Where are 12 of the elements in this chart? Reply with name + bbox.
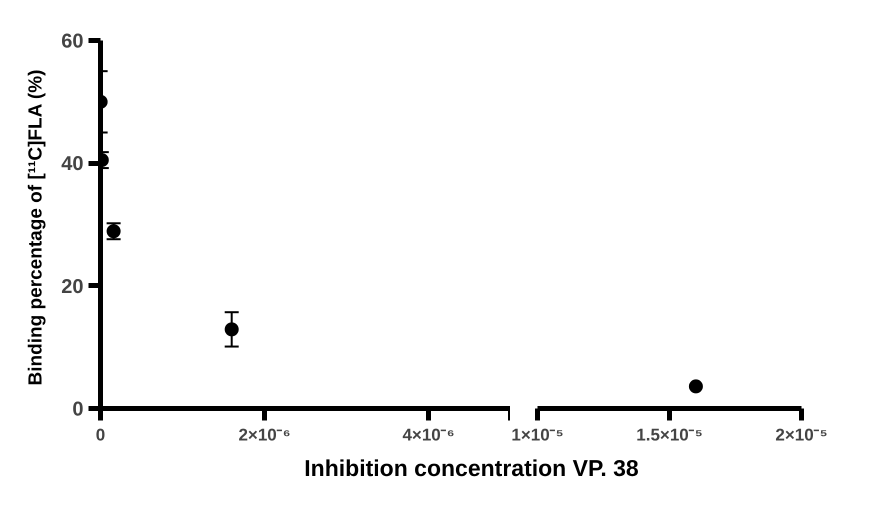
x-tick-label: 1.5×10⁻⁵	[636, 426, 703, 444]
y-tick-label: 40	[61, 153, 84, 176]
y-tick-label: 20	[61, 276, 84, 298]
x-axis-title: Inhibition concentration VP. 38	[304, 454, 639, 483]
y-tick-label: 60	[61, 30, 84, 52]
y-axis-title: Binding percentage of [¹¹C]FLA (%)	[25, 70, 46, 386]
x-tick-label: 2×10⁻⁵	[775, 426, 828, 444]
x-tick-label: 4×10⁻⁶	[402, 426, 455, 444]
x-tick-label: 0	[96, 426, 106, 444]
y-tick-label: 0	[72, 398, 84, 420]
x-tick-label: 1×10⁻⁵	[511, 426, 564, 444]
x-tick-label: 2×10⁻⁶	[238, 426, 291, 444]
